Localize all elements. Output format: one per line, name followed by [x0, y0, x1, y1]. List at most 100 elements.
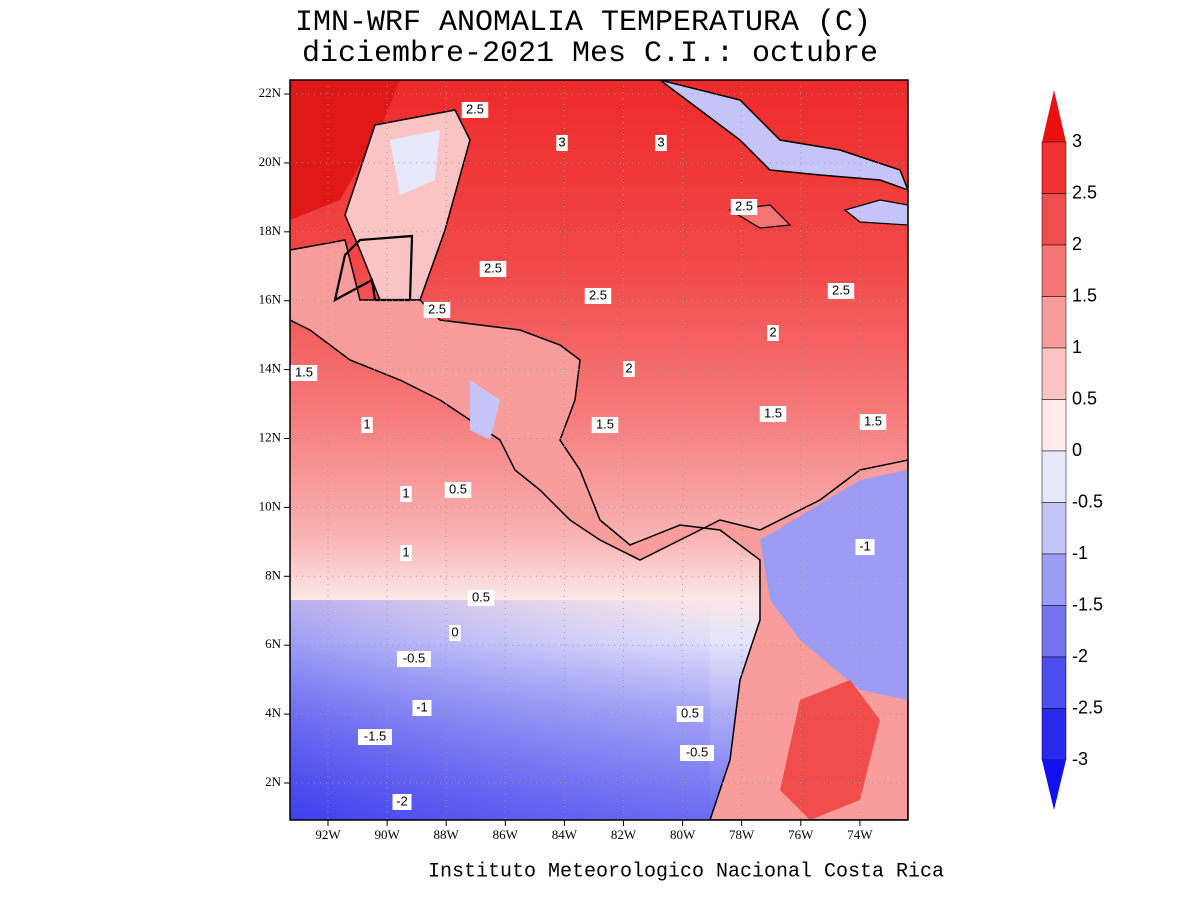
- contour-label-bg: [361, 417, 373, 433]
- contour-label-bg: [423, 302, 451, 318]
- contour-label: 1.5: [764, 405, 782, 420]
- colorbar-label: -3: [1072, 749, 1088, 769]
- colorbar-bin: [1041, 708, 1067, 761]
- contour-label-bg: [623, 361, 635, 377]
- contour-label: 2.5: [735, 198, 753, 213]
- contour-label-bg: [759, 406, 787, 422]
- contour-label: 3: [657, 134, 664, 149]
- lat-label: 16N: [259, 292, 282, 307]
- contour-label: 2.5: [589, 287, 607, 302]
- lon-label: 86W: [493, 827, 519, 842]
- contour-label: 1.5: [295, 364, 313, 379]
- lat-label: 14N: [259, 361, 282, 376]
- contour-label-bg: [855, 539, 875, 555]
- contour-label-bg: [449, 625, 461, 641]
- contour-label: 1: [363, 416, 370, 431]
- contour-label: 0.5: [472, 589, 490, 604]
- contour-label: 2: [625, 360, 632, 375]
- contour-label-bg: [400, 545, 412, 561]
- contour-label: 1.5: [864, 413, 882, 428]
- colorbar-label: 1.5: [1072, 285, 1097, 305]
- colombia-cool: [760, 470, 908, 700]
- colorbar-bottom-triangle: [1042, 760, 1066, 810]
- contour-label-bg: [655, 135, 667, 151]
- contour-label: -0.5: [686, 744, 708, 759]
- lat-label: 20N: [259, 154, 282, 169]
- contour-label: -0.5: [403, 650, 425, 665]
- guatemala-border: [333, 234, 414, 303]
- cold-region: [290, 600, 710, 820]
- contour-label: 3: [558, 134, 565, 149]
- contour-label-bg: [859, 414, 887, 430]
- colorbar-label: 0.5: [1072, 388, 1097, 408]
- cuba: [659, 80, 908, 191]
- contour-label: 1.5: [596, 416, 614, 431]
- contour-label: 1: [402, 544, 409, 559]
- contour-label: 2.5: [428, 301, 446, 316]
- contour-label: -1: [416, 699, 428, 714]
- lat-label: 22N: [259, 85, 282, 100]
- colorbar: 3 2.5 2 1.5 1 0.5 0 -0.5 -1 -1.5 -2 -2.5 -3: [1041, 90, 1103, 810]
- lon-label: 82W: [611, 827, 637, 842]
- contour-label: 0: [451, 624, 458, 639]
- colorbar-label: 0: [1072, 440, 1082, 460]
- contour-label: 0.5: [449, 481, 467, 496]
- contour-label-bg: [584, 288, 612, 304]
- contour-label-bg: [392, 794, 412, 810]
- footer: Instituto Meteorologico Nacional Costa R…: [428, 860, 944, 883]
- contour-label: 1: [402, 485, 409, 500]
- lon-label: 84W: [552, 827, 578, 842]
- contour-label-bg: [412, 700, 432, 716]
- colorbar-label: 1: [1072, 337, 1082, 357]
- lat-label: 4N: [265, 705, 282, 720]
- lon-label: 90W: [374, 827, 400, 842]
- map: [290, 80, 908, 820]
- colorbar-label: -1.5: [1072, 594, 1103, 614]
- colorbar-bin: [1041, 399, 1067, 452]
- contour-label: 2.5: [832, 282, 850, 297]
- contour-label-bg: [591, 417, 619, 433]
- colorbar-bin: [1041, 296, 1067, 349]
- colorbar-bin: [1041, 656, 1067, 709]
- lat-label: 2N: [265, 774, 282, 789]
- lon-label: 78W: [729, 827, 755, 842]
- lon-label: 76W: [788, 827, 814, 842]
- grid: [290, 80, 908, 820]
- colorbar-label: 2.5: [1072, 182, 1097, 202]
- contour-label-bg: [400, 486, 412, 502]
- colorbar-bin: [1041, 141, 1067, 194]
- contour-label-bg: [556, 135, 568, 151]
- colorbar-bin: [1041, 605, 1067, 658]
- contour-label: 0.5: [681, 705, 699, 720]
- lon-label: 80W: [670, 827, 696, 842]
- contour-label: 2.5: [484, 260, 502, 275]
- contour-label: 2.5: [466, 101, 484, 116]
- contour-label-bg: [680, 745, 714, 761]
- warm-region: [290, 80, 400, 220]
- colorbar-label: 2: [1072, 234, 1082, 254]
- contour-label: -2: [396, 793, 408, 808]
- subtitle: diciembre-2021 Mes C.I.: octubre: [302, 37, 878, 71]
- contour-label-bg: [461, 102, 489, 118]
- title: IMN-WRF ANOMALIA TEMPERATURA (C): [295, 6, 871, 40]
- contour-label-bg: [444, 482, 472, 498]
- lat-label: 8N: [265, 567, 282, 582]
- contour-label-bg: [358, 729, 392, 745]
- colorbar-label: 3: [1072, 131, 1082, 151]
- colombia-warm: [780, 680, 880, 820]
- contour-label-bg: [767, 325, 779, 341]
- colorbar-bin: [1041, 502, 1067, 555]
- contour-label: -1: [859, 538, 871, 553]
- colorbar-label: -1: [1072, 543, 1088, 563]
- lat-label: 12N: [259, 429, 282, 444]
- lon-label: 92W: [315, 827, 341, 842]
- contour-label-bg: [730, 199, 758, 215]
- colorbar-bin: [1041, 193, 1067, 246]
- lon-label: 74W: [847, 827, 873, 842]
- contour-label-bg: [467, 590, 495, 606]
- contour-label-bg: [827, 283, 855, 299]
- lat-label: 6N: [265, 636, 282, 651]
- colorbar-bin: [1041, 244, 1067, 297]
- nicaragua-lake: [470, 380, 500, 440]
- lat-label: 18N: [259, 223, 282, 238]
